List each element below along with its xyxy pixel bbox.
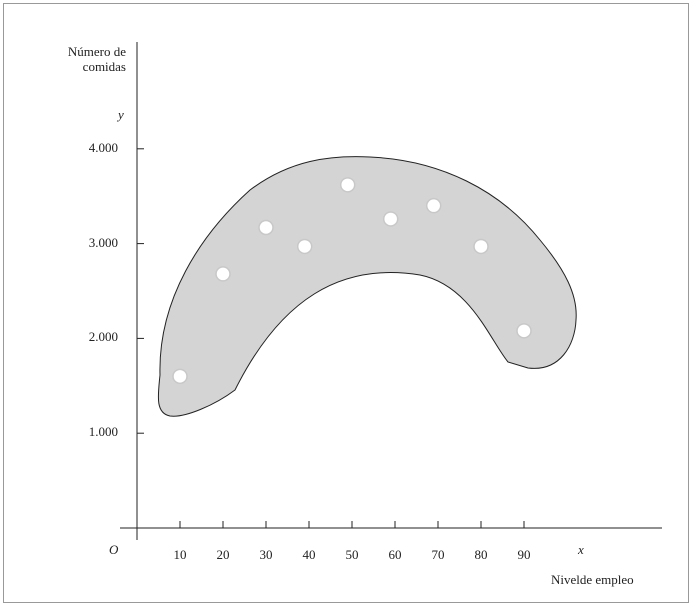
axes: [120, 42, 662, 540]
y-axis-title-line-1: Número de: [67, 44, 126, 59]
data-points: [172, 177, 532, 385]
shaded-region: [157, 156, 577, 417]
data-point: [516, 323, 532, 339]
figure-frame: [3, 3, 689, 603]
data-point: [258, 219, 274, 236]
data-point: [382, 211, 399, 227]
data-point: [172, 368, 188, 385]
origin-label: O: [109, 542, 119, 557]
x-tick-label: 60: [388, 547, 402, 562]
x-tick-label: 80: [474, 547, 488, 562]
data-point: [425, 197, 442, 214]
x-tick-label: 30: [259, 547, 273, 562]
data-point: [215, 266, 231, 282]
y-tick-label: 4.000: [88, 139, 118, 155]
y-tick-label: 2.000: [88, 329, 118, 345]
data-point: [339, 177, 356, 193]
x-tick-label: 40: [302, 547, 316, 562]
y-tick-label: 1.000: [88, 424, 118, 440]
x-tick-label: 20: [216, 547, 230, 562]
data-point: [296, 238, 313, 255]
x-axis-label: Nivelde empleo: [551, 572, 634, 587]
x-tick-label: 50: [345, 547, 359, 562]
x-tick-label: 70: [431, 547, 445, 562]
y-tick-label: 3.000: [88, 234, 118, 250]
x-axis-symbol: x: [578, 542, 584, 557]
y-axis-symbol: y: [118, 107, 124, 122]
x-tick-label: 90: [517, 547, 531, 562]
x-tick-label: 10: [173, 547, 187, 562]
y-axis-title-line-2: comidas: [82, 59, 126, 74]
data-point: [473, 238, 489, 255]
